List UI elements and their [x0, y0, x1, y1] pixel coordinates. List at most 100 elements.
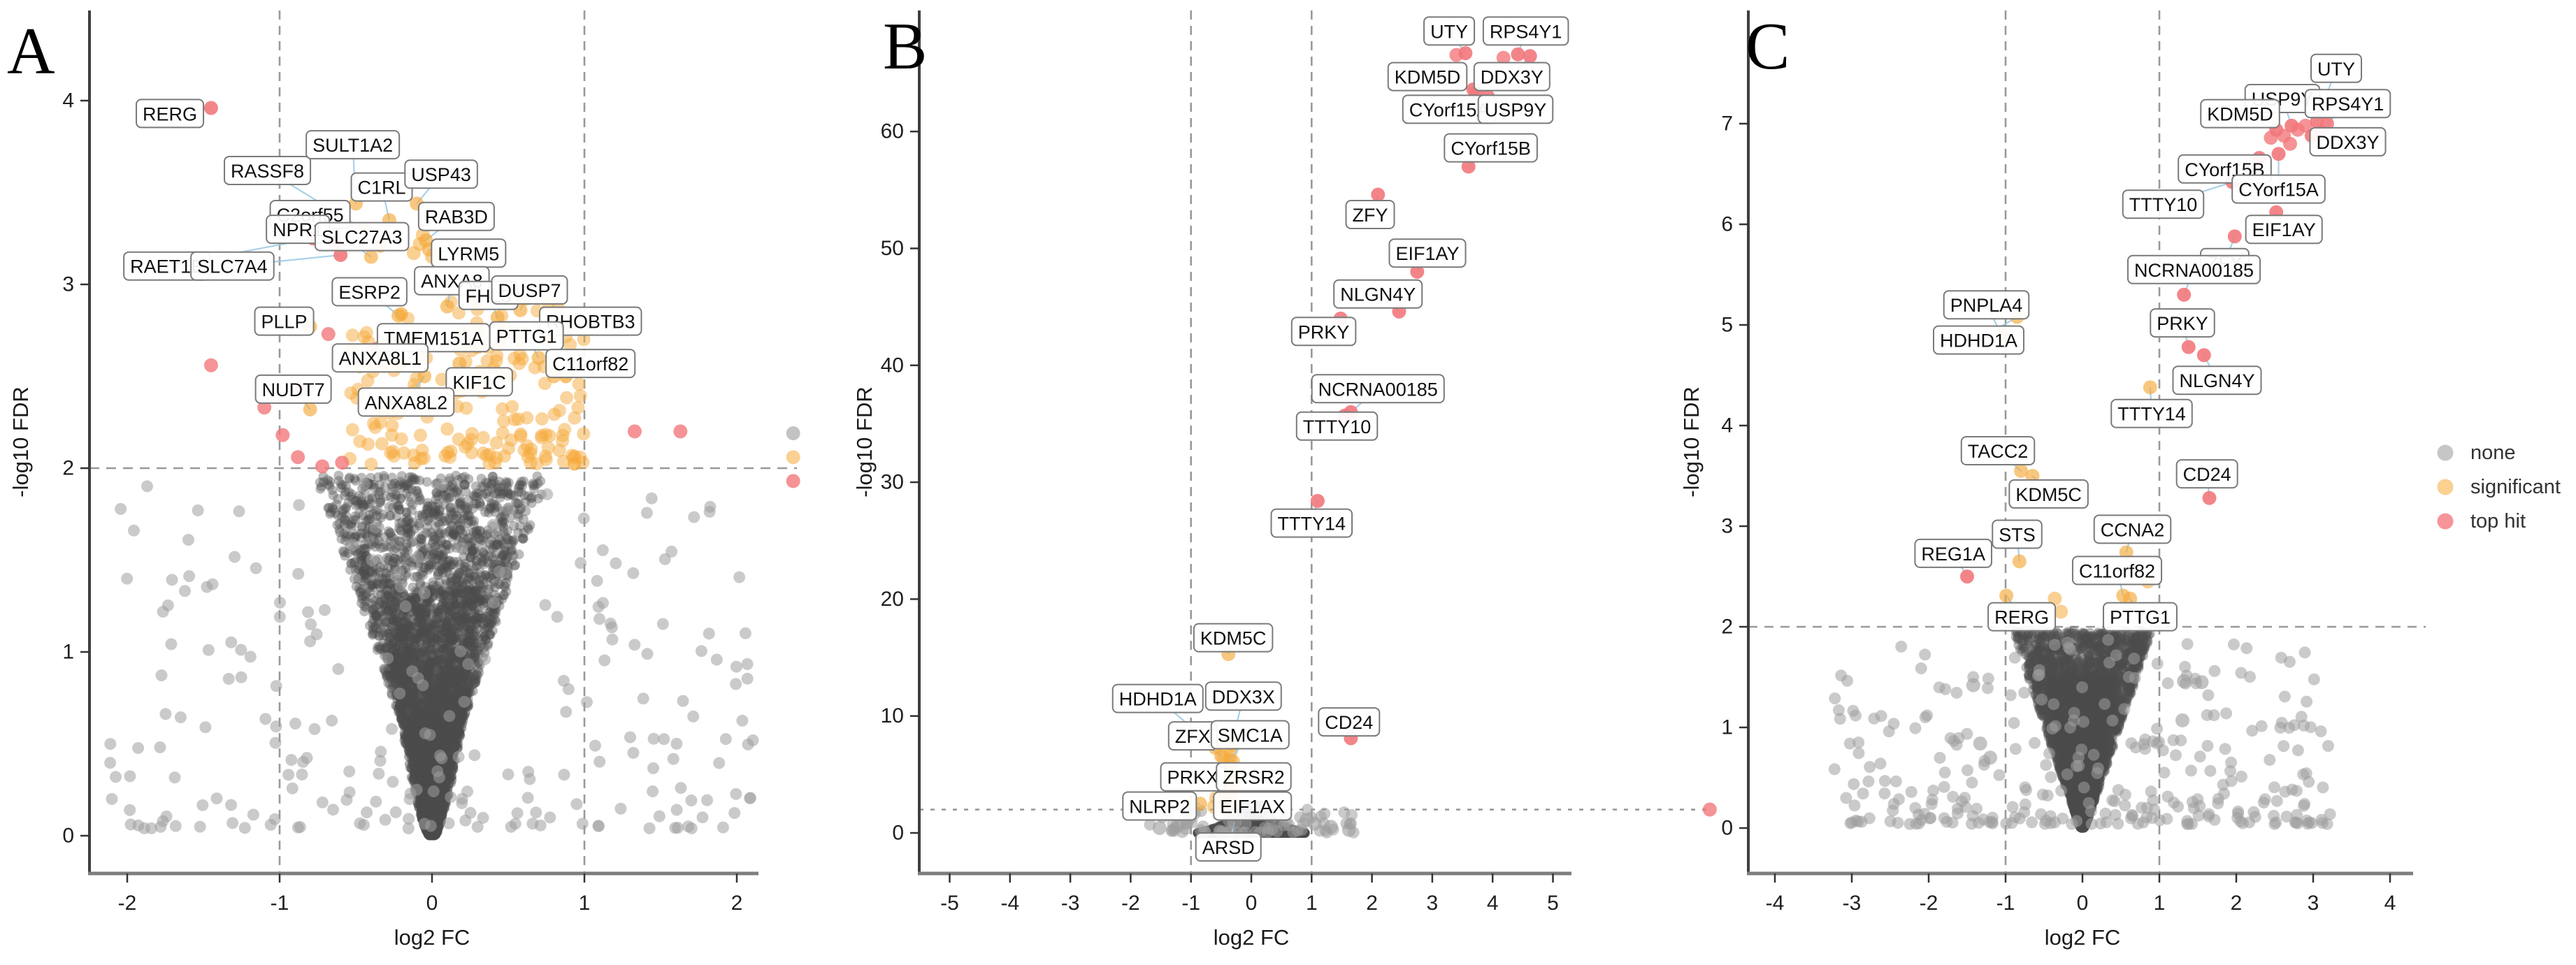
gene-label-box [445, 367, 513, 397]
gene-label: RERG [143, 103, 197, 124]
data-point [275, 428, 290, 442]
gene-label-box [2309, 126, 2387, 157]
gene-label: RPS4Y1 [1490, 21, 1562, 42]
y-tick-label: 30 [881, 471, 904, 494]
x-tick-label: 0 [1246, 892, 1258, 915]
gene-label-box [2150, 308, 2215, 338]
gene-label-box [2310, 53, 2362, 83]
data-point [2283, 136, 2297, 151]
gene-label-box [2200, 99, 2280, 129]
gene-point-USP9Y [2284, 118, 2299, 133]
gene-point-ZFY [2227, 229, 2242, 244]
gene-label: ZFX [1175, 726, 1211, 747]
y-tick-label: 60 [881, 120, 904, 143]
y-tick-label: 10 [881, 704, 904, 727]
data-point [1152, 820, 1167, 835]
background-points-cloud [104, 292, 759, 841]
gene-label: ESRP2 [338, 282, 401, 303]
data-point [786, 474, 800, 488]
gene-label: TTTY10 [2129, 194, 2198, 215]
gene-label-box [1914, 538, 1992, 568]
gene-label: KDM5C [2015, 484, 2082, 505]
y-tick-label: 2 [62, 457, 74, 480]
legend-label: top hit [2470, 510, 2526, 532]
gene-point-NCRNA00185 [2177, 287, 2192, 302]
gene-point-CYorf15A [2271, 147, 2286, 161]
gene-label-box [1295, 411, 1379, 441]
gene-label-box [2122, 189, 2205, 219]
data-point [1973, 737, 1987, 751]
gene-label: KDM5D [1395, 67, 1461, 88]
x-tick-label: -4 [1000, 892, 1019, 915]
y-tick-label: 4 [62, 89, 74, 113]
x-tick-label: -1 [1181, 892, 1200, 915]
y-axis-title: -log10 FDR [8, 386, 33, 498]
gene-label: PLLP [261, 312, 308, 333]
gene-point-STS [2012, 554, 2027, 569]
gene-label-box [1195, 832, 1262, 862]
data-point [1702, 802, 1717, 817]
gene-label: RASSF8 [231, 161, 304, 182]
y-tick-label: 5 [1721, 314, 1733, 337]
gene-label-box [489, 321, 564, 351]
y-tick-label: 50 [881, 237, 904, 260]
y-tick-label: 0 [62, 825, 74, 848]
gene-label-box [2245, 215, 2323, 245]
gene-label: C11orf82 [552, 354, 628, 375]
data-point [1983, 750, 1997, 765]
x-tick-label: -1 [271, 892, 289, 915]
gene-label: TTTY10 [1303, 416, 1372, 437]
data-point [291, 450, 305, 465]
x-tick-label: -3 [1843, 892, 1862, 915]
gene-label-box [314, 222, 410, 252]
gene-point-ANXA8L2 [417, 369, 432, 384]
x-axis-title: log2 FC [2045, 925, 2121, 950]
data-point [786, 426, 800, 441]
gene-label-box [1444, 133, 1538, 163]
gene-label-box [1932, 325, 2025, 355]
panel-A: RERGRASSF8SULT1A2C2orf55C1RLUSP43RAB3DLY… [7, 10, 800, 950]
gene-label-box [1122, 791, 1197, 821]
gene-label-box [2127, 254, 2261, 284]
y-tick-label: 0 [892, 822, 904, 845]
data-point [2048, 591, 2062, 606]
x-tick-label: -5 [940, 892, 959, 915]
x-axis-title: log2 FC [1214, 925, 1290, 950]
gene-label-box [190, 251, 275, 281]
gene-label: NLGN4Y [1340, 284, 1416, 305]
data-point [335, 456, 350, 470]
gene-label-box [538, 306, 642, 336]
data-point [2194, 675, 2209, 690]
gene-point-C2orf55 [364, 249, 378, 264]
gene-label: NLRP2 [1129, 797, 1190, 818]
gene-label: RPS4Y1 [2312, 94, 2384, 115]
x-tick-label: 0 [2077, 892, 2089, 915]
y-tick-label: 4 [1721, 414, 1733, 437]
legend-label: significant [2470, 476, 2561, 498]
y-axis-title: -log10 FDR [1679, 386, 1704, 498]
gene-label-box [1204, 681, 1282, 711]
gene-label: DUSP7 [498, 280, 561, 301]
x-tick-label: 1 [2154, 892, 2166, 915]
gene-label-box [331, 343, 429, 373]
gene-label-box [1270, 508, 1353, 538]
gene-label: PRKY [2157, 313, 2208, 334]
data-point [2054, 604, 2068, 619]
background-points-cloud [1828, 625, 2336, 833]
data-point [321, 327, 336, 342]
gene-label: NCRNA00185 [1318, 379, 1438, 400]
legend-dot-none [2437, 444, 2454, 461]
gene-point-RERG [203, 101, 218, 115]
data-point [1323, 820, 1338, 834]
gene-label-box [1318, 707, 1381, 737]
gene-label: PTTG1 [496, 326, 557, 347]
gene-label: DDX3Y [1481, 67, 1544, 88]
x-tick-label: -1 [1996, 892, 2015, 915]
gene-label-box [1992, 519, 2043, 549]
gene-label-box [2093, 514, 2172, 544]
legend-label: none [2470, 442, 2516, 464]
gene-label: CD24 [2183, 464, 2231, 485]
gene-label: CYorf15A [1409, 99, 1490, 120]
gene-label: ANXA8L2 [365, 392, 448, 413]
